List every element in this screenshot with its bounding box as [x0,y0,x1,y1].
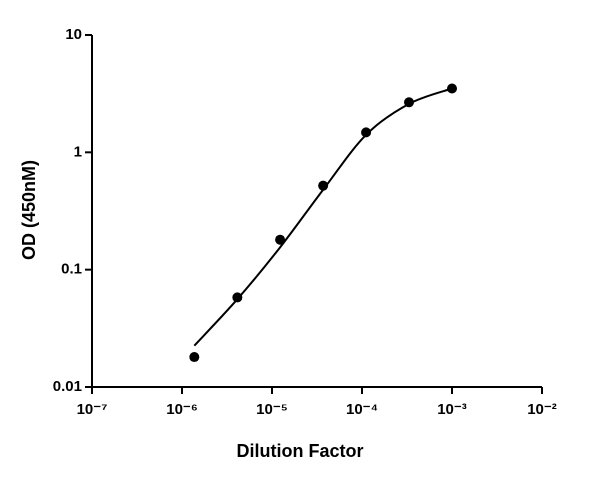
y-tick-label: 0.1 [61,261,82,278]
data-point [189,352,200,363]
x-tick-label: 10⁻⁴ [346,401,378,418]
data-point [275,234,286,245]
x-tick-label: 10⁻⁶ [166,401,198,418]
y-tick-label: 10 [65,26,82,43]
x-tick-label: 10⁻⁵ [256,401,288,418]
x-tick-label: 10⁻² [527,401,557,418]
x-tick-label: 10⁻⁷ [77,401,108,418]
y-axis-title: OD (450nM) [19,160,39,260]
x-axis-title: Dilution Factor [237,441,364,461]
y-tick-label: 0.01 [53,378,82,395]
data-point [361,127,372,138]
y-tick-label: 1 [74,143,82,160]
data-point [318,180,329,191]
x-tick-label: 10⁻³ [437,401,467,418]
data-point [232,292,243,303]
data-point [404,97,415,108]
data-point [447,83,457,94]
fit-curve [193,87,453,347]
